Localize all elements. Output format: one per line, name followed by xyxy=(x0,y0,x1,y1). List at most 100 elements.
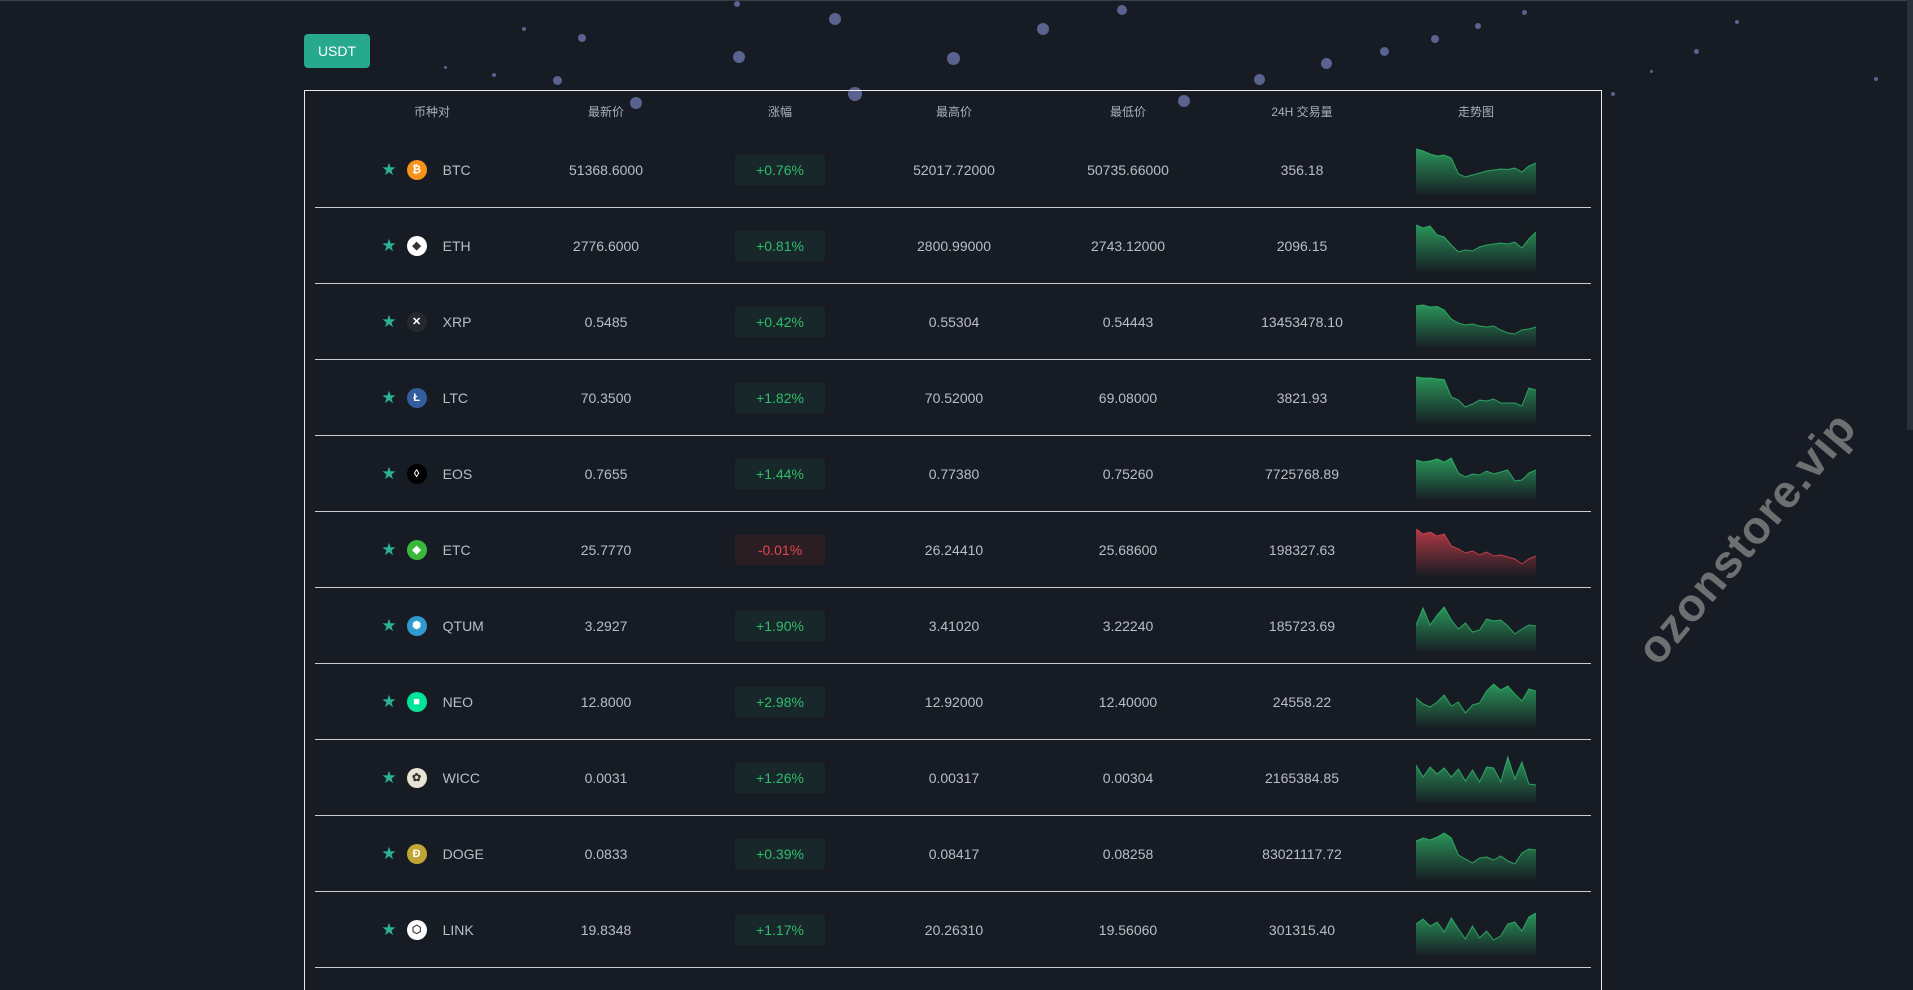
high-price: 2800.99000 xyxy=(917,237,991,254)
sparkline-area xyxy=(1416,377,1536,425)
col-change: 涨幅 xyxy=(767,105,792,119)
pair-symbol[interactable]: BTC xyxy=(442,161,471,178)
sparkline-line xyxy=(1416,304,1536,335)
pair-symbol[interactable]: DOGE xyxy=(442,845,484,862)
particle-dot xyxy=(1650,70,1653,73)
trend-sparkline xyxy=(1416,148,1536,197)
ethereum-classic-icon: ◆ xyxy=(406,539,427,560)
change-cell: +0.42% xyxy=(693,306,867,337)
table-row[interactable]: ★ ✿ WICC 0.0031 +1.26% 0.00317 0.00304 2… xyxy=(315,740,1591,816)
sparkline-line xyxy=(1416,376,1536,408)
particle-dot xyxy=(1178,95,1190,107)
pair-cell: ★ ✿ WICC xyxy=(345,767,519,788)
volume-24h: 2096.15 xyxy=(1276,237,1328,254)
trend-sparkline xyxy=(1416,832,1536,881)
sparkline-area xyxy=(1416,149,1536,197)
change-cell: +0.39% xyxy=(693,838,867,869)
pair-symbol[interactable]: ETC xyxy=(442,541,471,558)
last-price: 2776.6000 xyxy=(572,237,640,254)
trend-cell xyxy=(1389,902,1563,957)
change-badge: +0.76% xyxy=(735,154,825,185)
table-row[interactable]: ★ ■ NEO 12.8000 +2.98% 12.92000 12.40000… xyxy=(315,664,1591,740)
pair-symbol[interactable]: QTUM xyxy=(442,617,484,634)
scrollbar[interactable] xyxy=(1907,0,1913,949)
scrollbar-thumb[interactable] xyxy=(1907,0,1913,430)
pair-symbol[interactable]: ETH xyxy=(442,237,471,254)
last-price: 0.0833 xyxy=(584,845,628,862)
volume-24h: 198327.63 xyxy=(1268,541,1336,558)
last-price: 51368.6000 xyxy=(569,161,643,178)
trend-sparkline xyxy=(1416,755,1536,805)
change-badge: +0.81% xyxy=(735,230,825,261)
particle-dot xyxy=(733,51,745,63)
favorite-star-icon[interactable]: ★ xyxy=(381,767,397,787)
volume-24h: 83021117.72 xyxy=(1262,845,1342,862)
volume-24h: 7725768.89 xyxy=(1265,465,1339,482)
trend-sparkline xyxy=(1416,912,1536,957)
change-badge: +0.39% xyxy=(735,838,825,869)
favorite-star-icon[interactable]: ★ xyxy=(381,691,397,711)
favorite-star-icon[interactable]: ★ xyxy=(381,235,397,255)
favorite-star-icon[interactable]: ★ xyxy=(381,463,397,483)
change-cell: +2.98% xyxy=(693,686,867,717)
change-badge: -0.01% xyxy=(735,534,825,565)
low-price: 3.22240 xyxy=(1102,617,1154,634)
particle-dot xyxy=(1694,49,1699,54)
high-price: 70.52000 xyxy=(924,389,984,406)
particle-dot xyxy=(1522,10,1527,15)
trend-cell xyxy=(1389,446,1563,501)
high-price: 0.00317 xyxy=(928,769,980,786)
favorite-star-icon[interactable]: ★ xyxy=(381,159,397,179)
table-row[interactable]: ★ ⬡ LINK 19.8348 +1.17% 20.26310 19.5606… xyxy=(315,892,1591,968)
pair-cell: ★ ✕ XRP xyxy=(345,311,519,332)
particle-dot xyxy=(522,27,526,31)
particle-dot xyxy=(1037,23,1049,35)
table-row[interactable]: ★ ◆ ETH 2776.6000 +0.81% 2800.99000 2743… xyxy=(315,208,1591,284)
usdt-tab-button[interactable]: USDT xyxy=(304,34,370,68)
low-price: 12.40000 xyxy=(1098,693,1158,710)
favorite-star-icon[interactable]: ★ xyxy=(381,919,397,939)
table-row[interactable]: ★ ✕ XRP 0.5485 +0.42% 0.55304 0.54443 13… xyxy=(315,284,1591,360)
table-row[interactable]: ★ ◆ ETC 25.7770 -0.01% 26.24410 25.68600… xyxy=(315,512,1591,588)
table-row[interactable]: ★ ₿ BTC 51368.6000 +0.76% 52017.72000 50… xyxy=(315,132,1591,208)
favorite-star-icon[interactable]: ★ xyxy=(381,615,397,635)
pair-symbol[interactable]: LTC xyxy=(442,389,469,406)
sparkline-line xyxy=(1416,224,1536,253)
change-cell: +1.26% xyxy=(693,762,867,793)
pair-symbol[interactable]: NEO xyxy=(442,693,473,710)
table-row[interactable]: ★ ◊ EOS 0.7655 +1.44% 0.77380 0.75260 77… xyxy=(315,436,1591,512)
favorite-star-icon[interactable]: ★ xyxy=(381,539,397,559)
pair-symbol[interactable]: WICC xyxy=(442,769,480,786)
pair-symbol[interactable]: XRP xyxy=(442,313,472,330)
particle-dot xyxy=(1321,58,1332,69)
pair-symbol[interactable]: EOS xyxy=(442,465,473,482)
particle-dot xyxy=(829,13,841,25)
trend-cell xyxy=(1389,598,1563,653)
last-price: 0.0031 xyxy=(584,769,628,786)
sparkline-area xyxy=(1416,684,1536,729)
pair-cell: ★ ◆ ETC xyxy=(345,539,519,560)
last-price: 0.5485 xyxy=(584,313,628,330)
sparkline-line xyxy=(1416,683,1536,714)
trend-sparkline xyxy=(1416,304,1536,349)
particle-dot xyxy=(630,97,642,109)
change-cell: +1.44% xyxy=(693,458,867,489)
sparkline-line xyxy=(1416,755,1536,786)
sparkline-area xyxy=(1416,607,1536,653)
table-row[interactable]: ★ Ł LTC 70.3500 +1.82% 70.52000 69.08000… xyxy=(315,360,1591,436)
high-price: 12.92000 xyxy=(924,693,984,710)
pair-symbol[interactable]: LINK xyxy=(442,921,474,938)
pair-cell: ★ Ł LTC xyxy=(345,387,519,408)
favorite-star-icon[interactable]: ★ xyxy=(381,387,397,407)
particle-dot xyxy=(492,73,496,77)
low-price: 25.68600 xyxy=(1098,541,1158,558)
trend-cell xyxy=(1389,370,1563,425)
xrp-icon: ✕ xyxy=(406,311,427,332)
trend-sparkline xyxy=(1416,528,1536,577)
favorite-star-icon[interactable]: ★ xyxy=(381,843,397,863)
table-row[interactable]: ★ Ð DOGE 0.0833 +0.39% 0.08417 0.08258 8… xyxy=(315,816,1591,892)
table-row[interactable]: ★ ✺ QTUM 3.2927 +1.90% 3.41020 3.22240 1… xyxy=(315,588,1591,664)
favorite-star-icon[interactable]: ★ xyxy=(381,311,397,331)
col-last-price: 最新价 xyxy=(587,105,624,119)
last-price: 25.7770 xyxy=(580,541,632,558)
